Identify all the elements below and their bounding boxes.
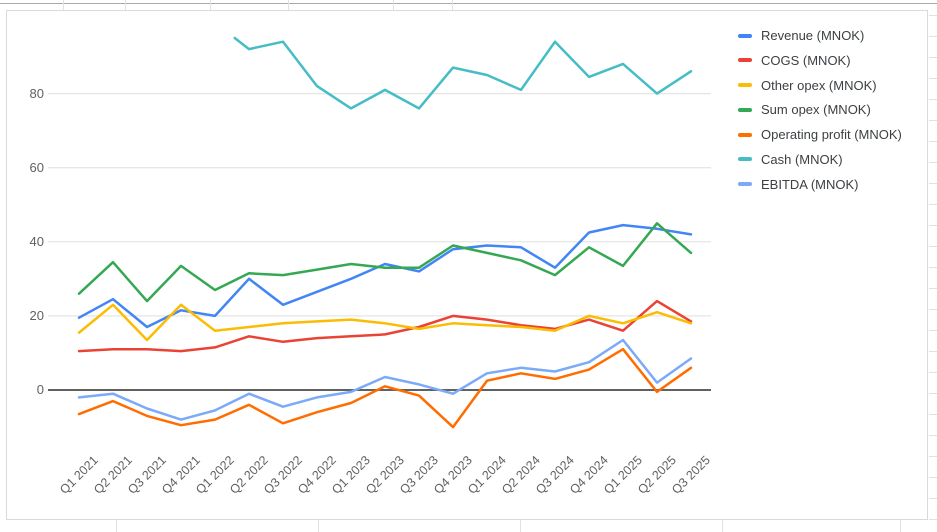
y-tick-label: 20	[29, 307, 44, 323]
series-line-ebitda-mnok[interactable]	[77, 338, 693, 421]
legend-color-swatch	[738, 107, 752, 112]
legend-color-swatch	[738, 58, 752, 63]
series-line-other-opex-mnok[interactable]	[77, 303, 693, 342]
legend-color-swatch	[738, 83, 752, 88]
chart-legend: Revenue (MNOK) COGS (MNOK) Other opex (MNO…	[738, 27, 902, 201]
chart-card[interactable]	[6, 10, 928, 520]
series-line-cash-mnok[interactable]	[233, 36, 693, 110]
legend-item-ebitda-mnok[interactable]: EBITDA (MNOK)	[738, 176, 902, 193]
series-line-cogs-mnok[interactable]	[77, 299, 693, 353]
legend-label: Operating profit (MNOK)	[761, 127, 902, 143]
legend-color-swatch	[738, 33, 752, 38]
y-tick-label: 80	[29, 85, 44, 101]
legend-label: COGS (MNOK)	[761, 52, 851, 68]
legend-label: Cash (MNOK)	[761, 151, 843, 167]
legend-item-cogs-mnok[interactable]: COGS (MNOK)	[738, 52, 902, 69]
legend-label: Revenue (MNOK)	[761, 28, 865, 43]
legend-label: Sum opex (MNOK)	[761, 102, 871, 118]
y-tick-label: 0	[36, 382, 44, 397]
y-tick-label: 40	[29, 233, 44, 249]
y-tick-label: 60	[29, 159, 44, 175]
legend-label: Other opex (MNOK)	[761, 77, 877, 93]
series-line-operating-profit-mnok[interactable]	[77, 347, 693, 429]
series-line-revenue-mnok[interactable]	[77, 223, 693, 329]
legend-item-other-opex-mnok[interactable]: Other opex (MNOK)	[738, 77, 902, 94]
legend-item-revenue-mnok[interactable]: Revenue (MNOK)	[738, 27, 902, 44]
legend-item-cash-mnok[interactable]: Cash (MNOK)	[738, 151, 902, 168]
legend-item-operating-profit-mnok[interactable]: Operating profit (MNOK)	[738, 126, 902, 143]
legend-color-swatch	[738, 132, 752, 137]
legend-color-swatch	[738, 157, 752, 162]
series-line-sum-opex-mnok[interactable]	[77, 222, 693, 303]
legend-color-swatch	[738, 182, 752, 187]
legend-item-sum-opex-mnok[interactable]: Sum opex (MNOK)	[738, 101, 902, 118]
legend-label: EBITDA (MNOK)	[761, 176, 859, 192]
